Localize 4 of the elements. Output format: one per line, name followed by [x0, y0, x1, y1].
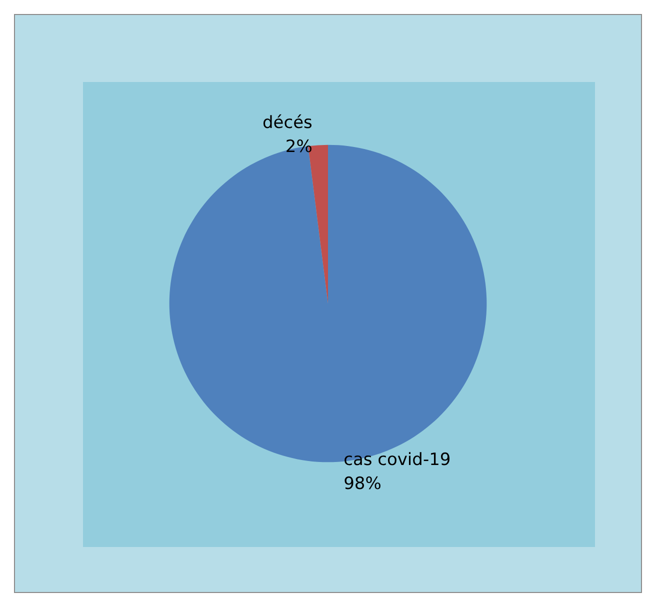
slice-label: cas covid-19 [344, 450, 451, 470]
data-label: 2% [285, 137, 312, 158]
slice-label: décés [262, 113, 313, 134]
data-label: 98% [344, 474, 382, 494]
